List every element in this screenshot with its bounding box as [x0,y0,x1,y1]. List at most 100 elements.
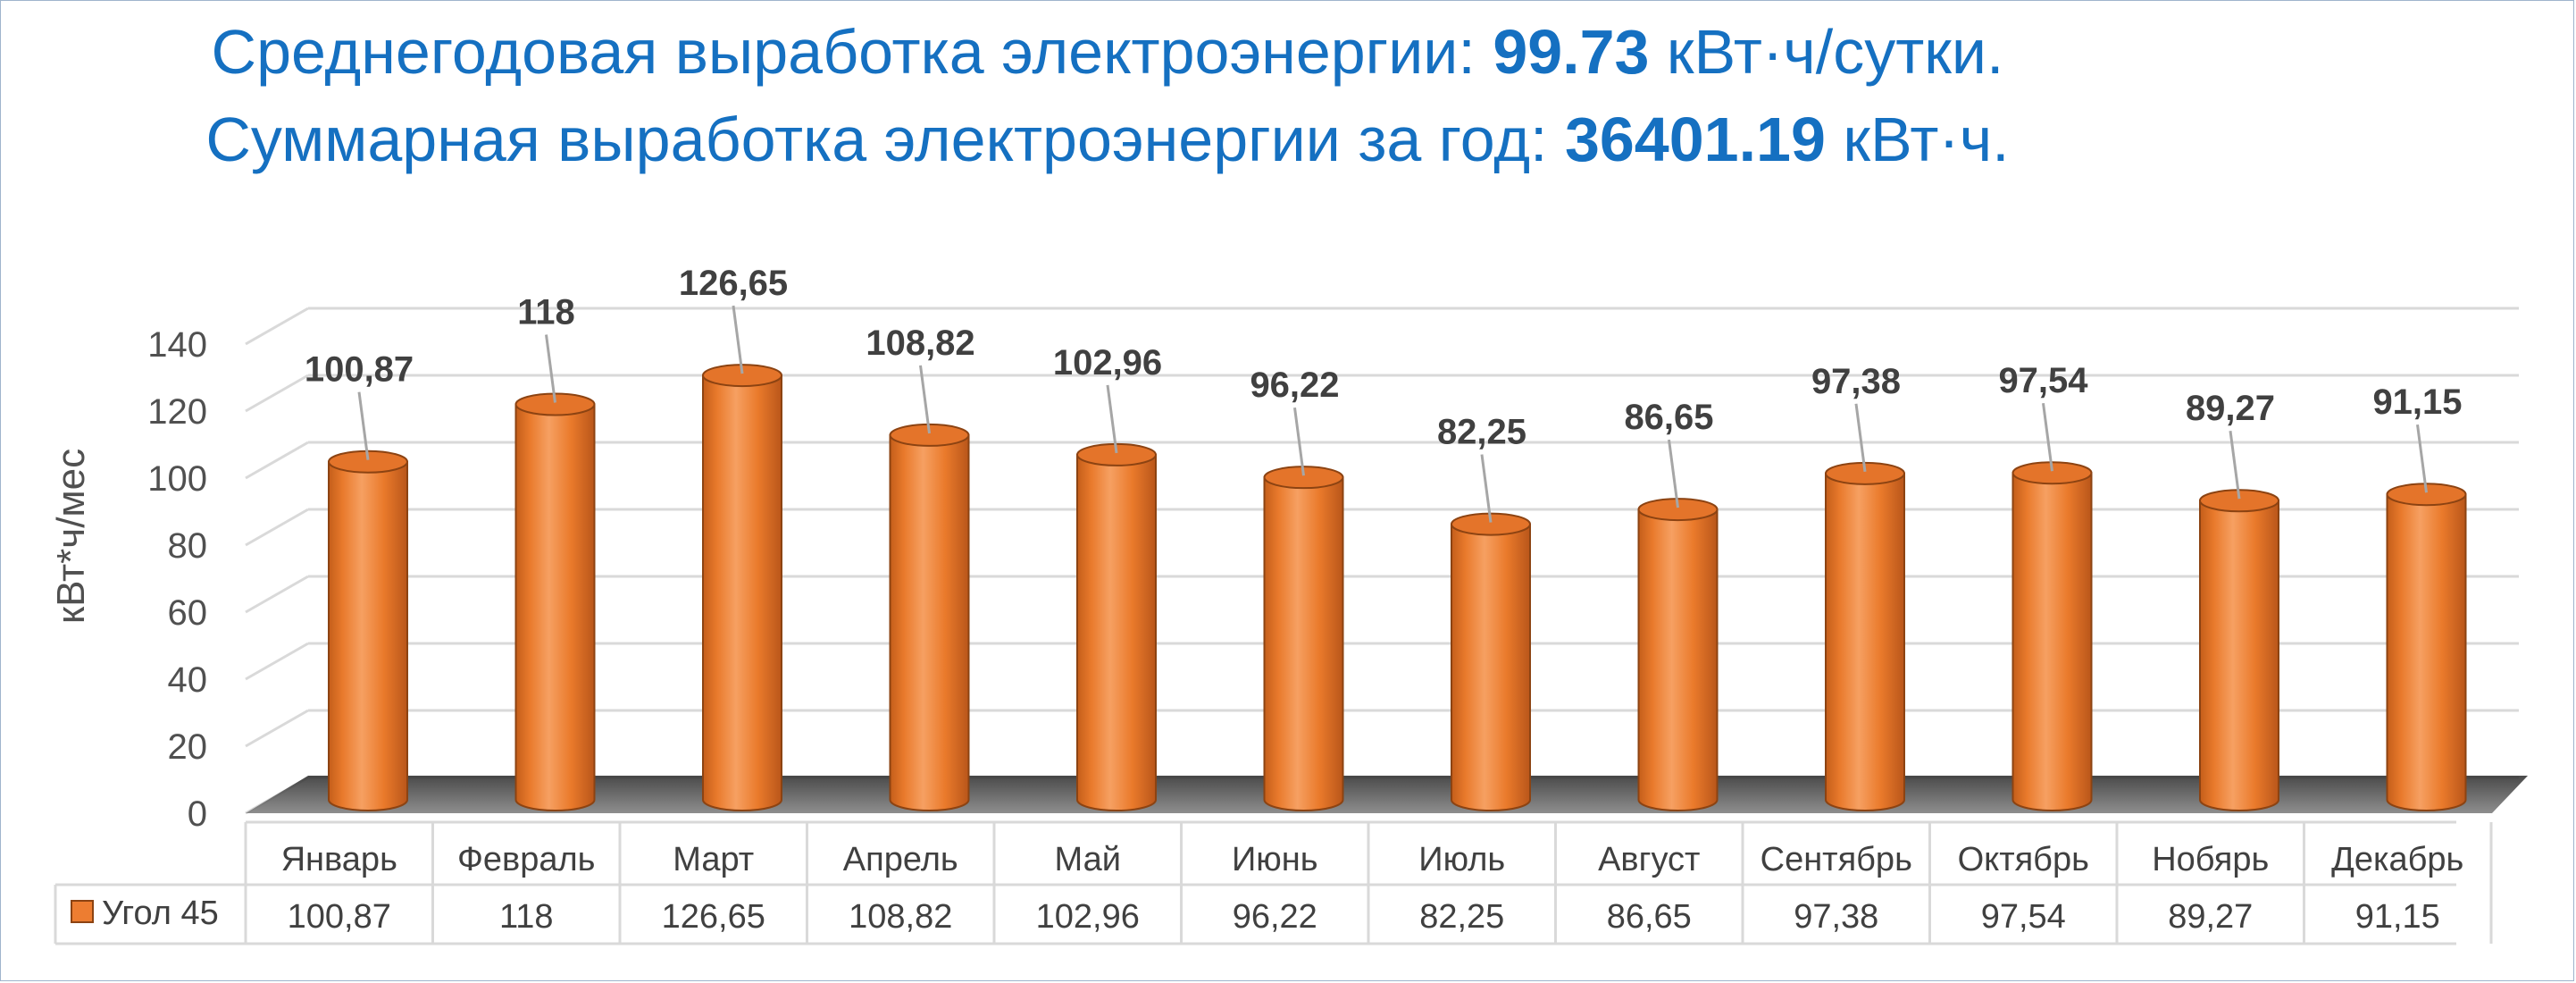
data-label: 108,82 [866,323,974,363]
table-value: 97,38 [1794,898,1878,936]
table-value: 102,96 [1036,898,1140,936]
leader-line [357,391,370,460]
gridline-diagonal [245,575,309,614]
leader-line [1668,439,1679,508]
bar [1637,508,1719,811]
category-label: Август [1598,841,1700,878]
bar-group [889,423,970,811]
table-value: 100,87 [288,898,391,936]
y-tick-label: 40 [168,660,208,700]
bar [1451,523,1531,811]
y-axis-label: кВт*ч/мес [49,449,93,624]
category-label: Октябрь [1958,841,2089,878]
category-label: Май [1055,841,1121,878]
gridlines [245,307,2519,815]
bar-group [1451,512,1531,811]
y-tick-label: 120 [147,392,207,432]
data-label: 126,65 [679,264,788,303]
data-label: 96,22 [1250,365,1339,405]
bar-group [2386,483,2467,811]
bar [1076,453,1157,811]
gridline-diagonal [245,709,309,748]
table-value: 96,22 [1233,898,1317,936]
bar-group [514,392,596,811]
data-label: 97,54 [1998,361,2088,400]
chart-title-line-2: Суммарная выработка электроэнергии за го… [205,105,2010,174]
legend-series-name: Угол 45 [102,895,219,932]
leader-line [1480,454,1493,523]
bar [1263,476,1344,811]
data-label: 82,25 [1437,413,1526,452]
leader-line [732,305,744,374]
table-value: 86,65 [1607,898,1692,936]
leader-line [1854,403,1867,473]
table-value: 82,25 [1419,898,1504,936]
bar [1825,472,1905,811]
category-label: Нобярь [2152,841,2269,878]
data-label: 102,96 [1053,343,1162,382]
table-value: 126,65 [662,898,765,936]
bar [889,433,970,811]
category-label: Июнь [1232,841,1318,878]
data-label: 91,15 [2372,382,2462,422]
y-tick-label: 0 [188,794,207,834]
data-labels: 100,87 118 126,65 108,82 102,96 96,22 82,25 86,… [305,264,2463,523]
table-value: 108,82 [849,898,952,936]
bar [2011,472,2093,811]
category-label: Сентябрь [1761,841,1912,878]
bar-group [1076,442,1157,811]
table-value: 97,54 [1981,898,2066,936]
bar-group [2199,489,2279,811]
gridline-diagonal [245,508,309,547]
leader-line [545,334,556,403]
category-label: Декабрь [2331,841,2463,878]
y-tick-label: 20 [168,727,208,767]
bar-group [1825,461,1905,811]
y-tick-label: 140 [147,325,207,365]
bar-group [328,449,408,811]
data-label: 97,38 [1811,362,1901,401]
table-value: 89,27 [2168,898,2253,936]
gridline-diagonal [245,307,309,346]
data-label: 89,27 [2186,389,2275,428]
leader-line [1106,384,1118,454]
category-label: Март [673,841,754,878]
bar [2199,500,2279,811]
data-label: 86,65 [1624,398,1713,437]
bar-group [1637,498,1719,811]
category-label: Июль [1418,841,1505,878]
category-label: Апрель [843,841,958,878]
bar [514,403,596,811]
leader-line [2042,403,2053,472]
leader-line [2416,424,2428,493]
chart-title-line-1: Среднегодовая выработка электроэнергии: … [211,17,2004,87]
bar-group [1263,466,1344,811]
bar [2386,493,2467,811]
bar-group [2011,461,2093,811]
leader-line [1293,407,1305,476]
gridline-diagonal [245,642,309,681]
category-label: Январь [281,841,397,878]
y-tick-label: 100 [147,459,207,499]
leader-line [919,365,931,434]
bars [328,364,2467,811]
gridline-diagonal [245,374,309,413]
leader-line [2229,431,2241,500]
y-tick-label: 80 [168,526,208,566]
data-label: 100,87 [305,350,414,390]
bar-group [702,364,782,811]
legend-swatch [71,900,94,923]
data-label: 118 [517,293,575,332]
floor-shadow [246,776,2528,813]
data-table: Угол 45 Январь 100,87 Февраль 118 Март 126,65 А… [54,820,2493,945]
bar [328,460,408,811]
table-value: 91,15 [2355,898,2440,936]
y-axis-ticks: 0 20 40 60 80 100 120 140 [147,325,207,834]
y-tick-label: 60 [168,593,208,633]
chart-floor [246,776,2528,813]
bar [702,374,782,811]
table-value: 118 [499,898,554,936]
category-label: Февраль [457,841,595,878]
